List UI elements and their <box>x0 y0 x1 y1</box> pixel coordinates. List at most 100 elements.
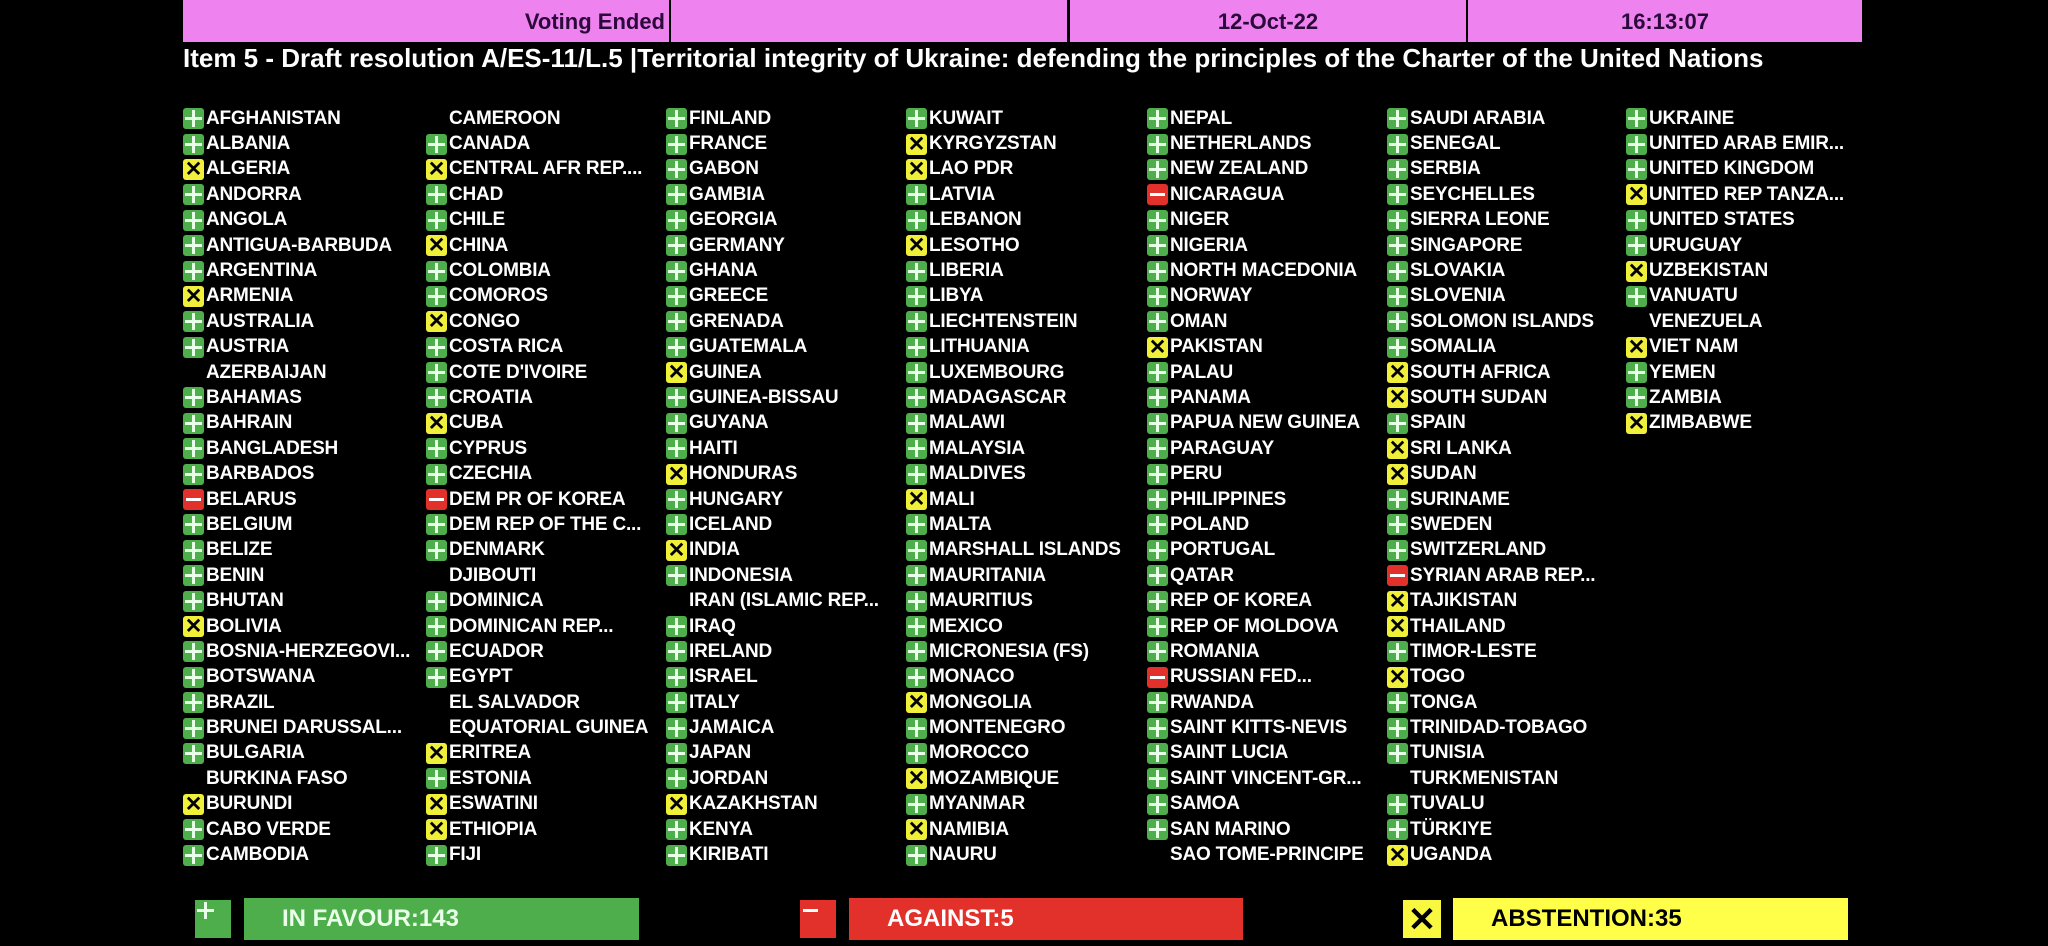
country-row: BOSNIA-HERZEGOVI... <box>183 639 423 664</box>
country-row: CHAD <box>426 182 666 207</box>
x-icon: ✕ <box>1387 386 1408 410</box>
country-row: ANTIGUA-BARBUDA <box>183 233 423 258</box>
country-name: MALDIVES <box>929 463 1026 485</box>
country-name: ITALY <box>689 691 740 713</box>
plus-icon <box>1387 235 1408 257</box>
country-name: SWEDEN <box>1410 513 1493 535</box>
country-column: NEPAL NETHERLANDS NEW ZEALAND NICARAGUA NIGE… <box>1147 106 1387 868</box>
country-row: LIECHTENSTEIN <box>906 309 1146 334</box>
country-row: NICARAGUA <box>1147 182 1387 207</box>
country-name: MONACO <box>929 666 1015 688</box>
country-name: LUXEMBOURG <box>929 361 1065 383</box>
country-name: ESTONIA <box>449 767 532 789</box>
country-name: MARSHALL ISLANDS <box>929 539 1121 561</box>
country-row: NIGERIA <box>1147 233 1387 258</box>
country-name: PERU <box>1170 463 1222 485</box>
in-favour-total: IN FAVOUR:143 <box>244 898 639 940</box>
country-row: BELARUS <box>183 487 423 512</box>
country-row: LIBERIA <box>906 258 1146 283</box>
country-name: COTE D'IVOIRE <box>449 361 588 383</box>
country-name: VIET NAM <box>1649 336 1739 358</box>
country-name: UGANDA <box>1410 844 1493 866</box>
plus-icon <box>426 616 447 637</box>
country-row: GABON <box>666 157 906 182</box>
country-row: AFGHANISTAN <box>183 106 423 131</box>
plus-icon <box>183 666 204 688</box>
plus-icon <box>426 463 447 485</box>
country-name: PHILIPPINES <box>1170 488 1287 510</box>
plus-icon <box>666 641 687 663</box>
country-row: ✕ TOGO <box>1387 665 1627 690</box>
country-name: BOLIVIA <box>206 615 282 637</box>
plus-icon <box>1147 641 1168 663</box>
country-row: LITHUANIA <box>906 335 1146 360</box>
plus-icon <box>183 717 204 739</box>
plus-icon <box>666 158 687 180</box>
plus-icon <box>906 362 927 384</box>
country-row: REP OF KOREA <box>1147 588 1387 613</box>
country-name: PAKISTAN <box>1170 336 1263 358</box>
plus-icon <box>666 438 687 460</box>
plus-icon <box>1147 463 1168 485</box>
plus-icon <box>1387 108 1408 130</box>
country-name: ZAMBIA <box>1649 386 1722 408</box>
country-name: BOSNIA-HERZEGOVI... <box>206 640 411 662</box>
plus-icon <box>1626 235 1647 257</box>
country-row: ISRAEL <box>666 665 906 690</box>
plus-icon <box>1147 412 1168 434</box>
country-row: ✕ UGANDA <box>1387 842 1627 867</box>
country-name: DEM REP OF THE C... <box>449 513 642 535</box>
plus-icon <box>666 336 687 358</box>
country-row: PERU <box>1147 461 1387 486</box>
country-row: IRELAND <box>666 639 906 664</box>
country-name: GUINEA-BISSAU <box>689 386 839 408</box>
country-row: SAINT KITTS-NEVIS <box>1147 715 1387 740</box>
country-row: MOROCCO <box>906 741 1146 766</box>
no-vote-blank-icon <box>426 565 447 586</box>
country-name: IRAQ <box>689 615 736 637</box>
country-name: BELGIUM <box>206 513 293 535</box>
country-row: QATAR <box>1147 563 1387 588</box>
country-name: ISRAEL <box>689 666 758 688</box>
country-row: BULGARIA <box>183 741 423 766</box>
country-row: REP OF MOLDOVA <box>1147 614 1387 639</box>
country-row: ✕ PAKISTAN <box>1147 335 1387 360</box>
plus-icon <box>426 184 447 206</box>
country-row: ✕ TAJIKISTAN <box>1387 588 1627 613</box>
country-name: UNITED STATES <box>1649 209 1795 231</box>
plus-icon <box>906 108 927 130</box>
country-name: DOMINICAN REP... <box>449 615 614 637</box>
country-name: MADAGASCAR <box>929 386 1067 408</box>
country-row: DEM REP OF THE C... <box>426 512 666 537</box>
country-row: SAO TOME-PRINCIPE <box>1147 842 1387 867</box>
country-row: ARGENTINA <box>183 258 423 283</box>
country-row: GREECE <box>666 284 906 309</box>
country-row: ANGOLA <box>183 208 423 233</box>
country-name: LESOTHO <box>929 234 1020 256</box>
plus-icon <box>1147 590 1168 612</box>
country-row: KUWAIT <box>906 106 1146 131</box>
country-name: MALAYSIA <box>929 437 1025 459</box>
country-name: ERITREA <box>449 742 531 764</box>
plus-icon <box>1387 641 1408 663</box>
country-name: VANUATU <box>1649 285 1738 307</box>
plus-icon <box>906 844 927 866</box>
x-icon: ✕ <box>1387 843 1408 867</box>
country-row: CAMEROON <box>426 106 666 131</box>
country-name: ZIMBABWE <box>1649 412 1752 434</box>
country-name: JAPAN <box>689 742 751 764</box>
country-row: ✕ MONGOLIA <box>906 690 1146 715</box>
country-name: SAN MARINO <box>1170 818 1291 840</box>
country-name: SURINAME <box>1410 488 1510 510</box>
country-name: NORTH MACEDONIA <box>1170 260 1357 282</box>
country-row: GUINEA-BISSAU <box>666 385 906 410</box>
plus-icon <box>1147 108 1168 130</box>
country-row: SERBIA <box>1387 157 1627 182</box>
plus-icon <box>1387 742 1408 764</box>
plus-icon <box>1147 387 1168 409</box>
country-name: KAZAKHSTAN <box>689 793 818 815</box>
country-row: MADAGASCAR <box>906 385 1146 410</box>
plus-icon <box>906 260 927 282</box>
country-row: OMAN <box>1147 309 1387 334</box>
plus-icon <box>1147 819 1168 841</box>
